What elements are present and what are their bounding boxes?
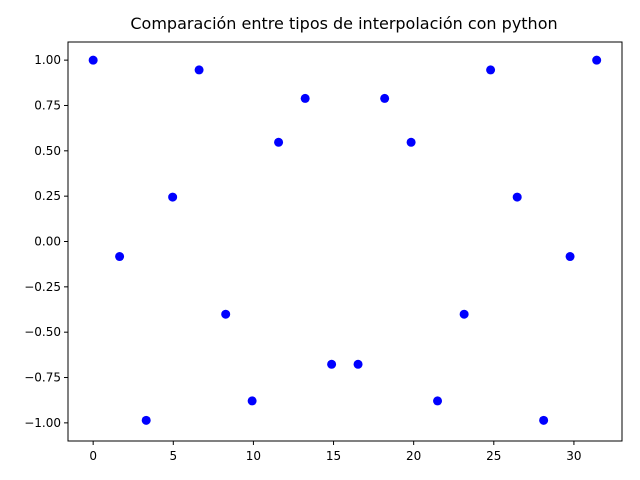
data-point	[512, 192, 522, 202]
data-point	[380, 93, 390, 103]
data-point	[247, 396, 257, 406]
y-tick-label: 1.00	[34, 53, 61, 67]
data-point	[141, 415, 151, 425]
y-tick-label: 0.25	[34, 189, 61, 203]
plot-area: 0 5 10 15 20 25 30 1.00 0.75 0.50 0.25 0.00 −0.25 −0.…	[24, 53, 602, 463]
x-tick-label: 10	[246, 449, 261, 463]
data-point	[327, 359, 337, 369]
data-point	[115, 252, 125, 262]
data-point	[459, 309, 469, 319]
data-point	[592, 55, 602, 65]
chart-title: Comparación entre tipos de interpolación…	[130, 14, 557, 33]
y-tick-label: 0.75	[34, 98, 61, 112]
data-point	[486, 65, 496, 75]
data-point	[88, 55, 98, 65]
data-point	[433, 396, 443, 406]
x-tick-label: 0	[89, 449, 97, 463]
data-point	[168, 192, 178, 202]
data-point	[565, 252, 575, 262]
data-point	[406, 137, 416, 147]
x-tick-label: 20	[406, 449, 421, 463]
data-point	[194, 65, 204, 75]
x-tick-label: 5	[169, 449, 177, 463]
y-tick-label: 0.50	[34, 144, 61, 158]
x-tick-label: 25	[486, 449, 501, 463]
data-point	[221, 309, 231, 319]
data-point	[274, 137, 284, 147]
data-point	[539, 415, 549, 425]
data-point	[300, 93, 310, 103]
y-tick-label: −0.50	[24, 325, 61, 339]
data-point	[353, 359, 363, 369]
axes-frame	[67, 41, 623, 442]
y-tick-label: −0.75	[24, 371, 61, 385]
y-tick-label: −1.00	[24, 416, 61, 430]
y-tick-label: −0.25	[24, 280, 61, 294]
x-tick-label: 30	[566, 449, 581, 463]
y-tick-label: 0.00	[34, 235, 61, 249]
x-tick-label: 15	[326, 449, 341, 463]
